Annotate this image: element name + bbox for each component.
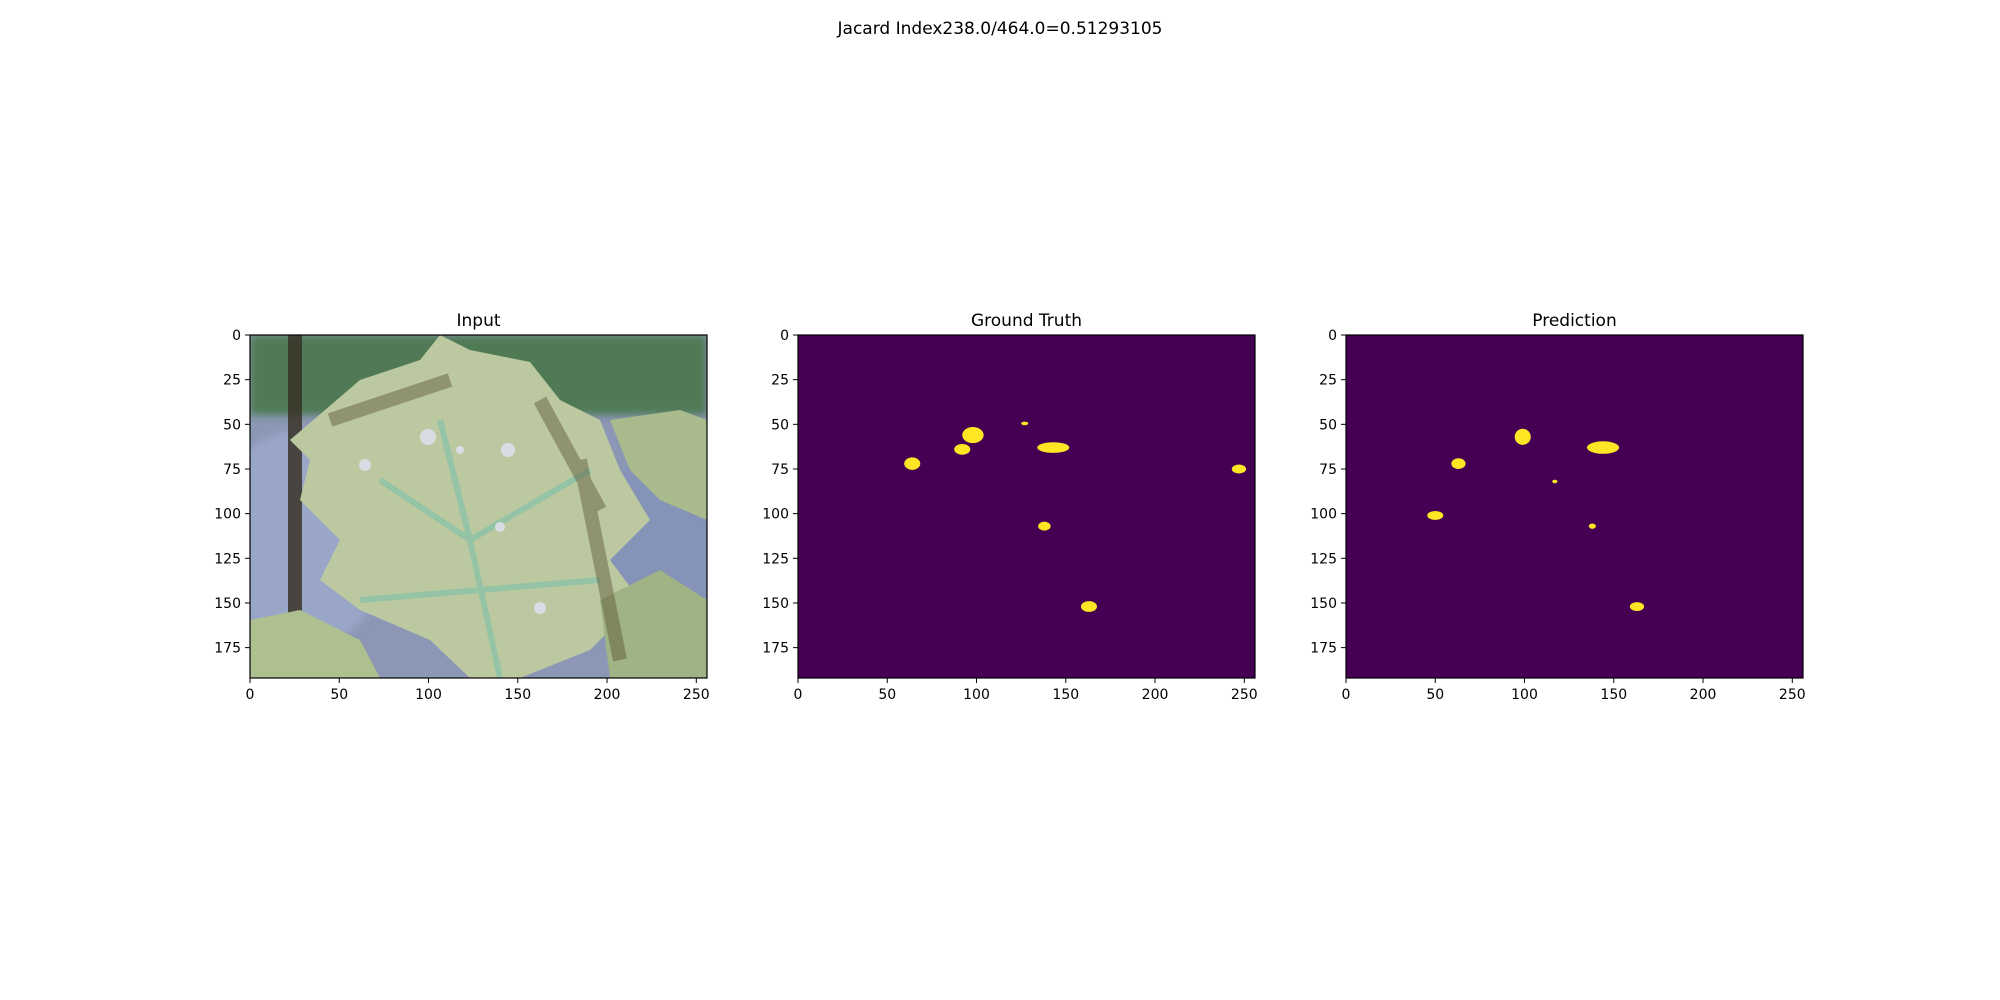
photo-leaf-spot: [495, 522, 505, 532]
x-tick-label: 0: [1342, 687, 1351, 703]
mask-background: [798, 335, 1255, 678]
y-tick-label: 100: [214, 507, 241, 523]
y-tick-label: 50: [223, 417, 241, 433]
x-tick-label: 200: [1690, 687, 1717, 703]
y-tick-label: 0: [1328, 328, 1337, 344]
y-tick-label: 175: [1310, 641, 1337, 657]
mask-blobs: [904, 421, 1247, 612]
figure-suptitle: Jacard Index238.0/464.0=0.51293105: [837, 19, 1163, 39]
x-tick-label: 150: [1052, 687, 1079, 703]
panel-title: Input: [456, 311, 500, 331]
photo-leaf-spot: [501, 443, 515, 457]
y-tick-label: 100: [762, 507, 789, 523]
photo-leaf-spot: [420, 429, 436, 445]
photo-bottom-right-leaf: [600, 570, 707, 678]
y-tick-label: 50: [771, 417, 789, 433]
x-tick-label: 100: [963, 687, 990, 703]
y-tick-label: 50: [1319, 417, 1337, 433]
mask-blob: [1231, 464, 1247, 474]
photo-stem: [288, 335, 302, 678]
x-tick-label: 150: [504, 687, 531, 703]
y-tick-label: 150: [214, 596, 241, 612]
photo-leaf-vein: [359, 419, 601, 678]
y-tick-label: 0: [232, 328, 241, 344]
panel-prediction: Prediction: [1346, 311, 1803, 678]
mask-blob: [1552, 479, 1558, 484]
panel-input: Input: [250, 311, 707, 678]
photo-leaf-spot: [359, 459, 371, 471]
y-tick-label: 0: [780, 328, 789, 344]
x-tick-label: 50: [1426, 687, 1444, 703]
mask-blob: [904, 457, 921, 470]
x-tick-label: 150: [1600, 687, 1627, 703]
y-tick-label: 75: [1319, 462, 1337, 478]
y-tick-label: 150: [762, 596, 789, 612]
mask-background: [1346, 335, 1803, 678]
mask-blob: [1021, 421, 1029, 426]
panel-title: Prediction: [1532, 311, 1616, 331]
axes-frame: [1345, 334, 1804, 679]
mask-blob: [1037, 442, 1070, 453]
photo-main-leaf: [290, 335, 650, 678]
y-tick-label: 75: [771, 462, 789, 478]
y-tick-label: 175: [762, 641, 789, 657]
y-tick-label: 100: [1310, 507, 1337, 523]
photo-bottom-leaf: [250, 610, 380, 678]
mask-blob: [1451, 458, 1466, 469]
input-photo: [250, 335, 707, 678]
mask-blob: [1588, 523, 1596, 529]
x-tick-label: 200: [594, 687, 621, 703]
axes-frame: [797, 334, 1256, 679]
y-tick-label: 25: [223, 373, 241, 389]
y-tick-label: 75: [223, 462, 241, 478]
x-tick-label: 100: [415, 687, 442, 703]
y-tick-label: 25: [771, 373, 789, 389]
y-tick-label: 25: [1319, 373, 1337, 389]
mask-blob: [1080, 601, 1098, 612]
mask-blob: [1038, 521, 1051, 531]
x-tick-label: 0: [794, 687, 803, 703]
mask-blob: [1629, 602, 1645, 612]
y-tick-label: 125: [1310, 551, 1337, 567]
mask-blob: [962, 427, 984, 444]
x-tick-label: 200: [1142, 687, 1169, 703]
x-tick-label: 100: [1511, 687, 1538, 703]
y-tick-label: 125: [214, 551, 241, 567]
y-tick-label: 125: [762, 551, 789, 567]
photo-leaf-spot: [456, 446, 464, 454]
mask-blob: [1586, 441, 1620, 454]
photo-leaf-spot: [534, 602, 546, 614]
panel-ground-truth: Ground Truth: [798, 311, 1255, 678]
mask-blob: [1514, 428, 1531, 445]
x-tick-label: 250: [683, 687, 710, 703]
x-tick-label: 0: [246, 687, 255, 703]
panel-title: Ground Truth: [971, 311, 1082, 331]
x-tick-label: 250: [1779, 687, 1806, 703]
x-tick-label: 50: [330, 687, 348, 703]
mask-blob: [1427, 510, 1444, 520]
x-tick-label: 50: [878, 687, 896, 703]
y-tick-label: 150: [1310, 596, 1337, 612]
y-tick-label: 175: [214, 641, 241, 657]
mask-blob: [954, 443, 971, 455]
photo-shadow-stripe: [327, 373, 627, 662]
x-tick-label: 250: [1231, 687, 1258, 703]
axes-frame: [249, 334, 708, 679]
photo-right-leaf: [610, 410, 707, 520]
mask-blobs: [1427, 428, 1645, 612]
